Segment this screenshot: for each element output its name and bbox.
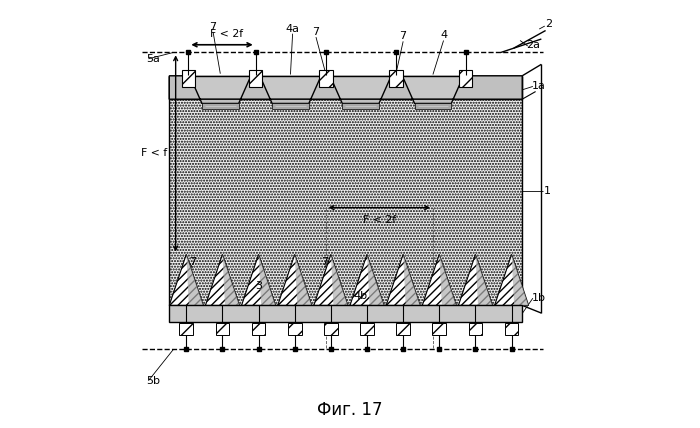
Polygon shape — [342, 104, 379, 109]
Text: 4a: 4a — [286, 24, 300, 34]
Text: 7: 7 — [312, 27, 319, 37]
Bar — [169, 306, 522, 321]
Polygon shape — [475, 254, 492, 306]
Polygon shape — [495, 254, 528, 306]
Text: 2: 2 — [545, 19, 552, 30]
Bar — [433, 323, 446, 335]
Polygon shape — [386, 254, 420, 306]
Polygon shape — [258, 254, 276, 306]
Bar — [252, 323, 265, 335]
Bar — [179, 323, 193, 335]
Polygon shape — [331, 254, 348, 306]
Text: 1: 1 — [543, 186, 550, 196]
Polygon shape — [458, 254, 492, 306]
Text: F < 2f: F < 2f — [210, 29, 243, 39]
Polygon shape — [440, 254, 456, 306]
Text: 2a: 2a — [526, 40, 540, 50]
Polygon shape — [205, 254, 239, 306]
Bar — [389, 70, 402, 87]
Bar — [181, 70, 195, 87]
Bar — [468, 323, 482, 335]
Text: F < 2f: F < 2f — [363, 215, 396, 226]
Text: 4b: 4b — [354, 291, 368, 300]
Bar — [459, 70, 473, 87]
Polygon shape — [367, 254, 384, 306]
Polygon shape — [422, 254, 456, 306]
Text: 7: 7 — [321, 257, 328, 267]
Polygon shape — [223, 254, 239, 306]
Bar — [324, 323, 337, 335]
Polygon shape — [169, 76, 522, 104]
Polygon shape — [186, 254, 203, 306]
Text: 5a: 5a — [146, 54, 160, 64]
Text: 1a: 1a — [532, 81, 546, 92]
Polygon shape — [202, 104, 239, 109]
Bar — [216, 323, 229, 335]
Text: Фиг. 17: Фиг. 17 — [317, 401, 383, 419]
Text: 7: 7 — [400, 31, 407, 41]
Bar — [396, 323, 410, 335]
Bar — [248, 70, 262, 87]
Text: 5b: 5b — [146, 376, 160, 386]
Bar — [360, 323, 374, 335]
Polygon shape — [278, 254, 312, 306]
Text: 3: 3 — [255, 281, 262, 291]
Polygon shape — [414, 104, 452, 109]
Polygon shape — [272, 104, 309, 109]
Text: 1b: 1b — [532, 293, 546, 303]
Polygon shape — [169, 254, 203, 306]
Text: 7: 7 — [189, 257, 196, 267]
Text: F < f: F < f — [141, 149, 167, 158]
Polygon shape — [512, 254, 528, 306]
Polygon shape — [314, 254, 348, 306]
Polygon shape — [403, 254, 420, 306]
Bar — [319, 70, 332, 87]
Bar — [169, 76, 522, 99]
Bar — [288, 323, 302, 335]
Polygon shape — [241, 254, 276, 306]
Polygon shape — [350, 254, 384, 306]
Bar — [505, 323, 519, 335]
Bar — [169, 76, 522, 306]
Polygon shape — [295, 254, 312, 306]
Text: 4: 4 — [440, 30, 447, 40]
Text: 7: 7 — [209, 22, 216, 32]
